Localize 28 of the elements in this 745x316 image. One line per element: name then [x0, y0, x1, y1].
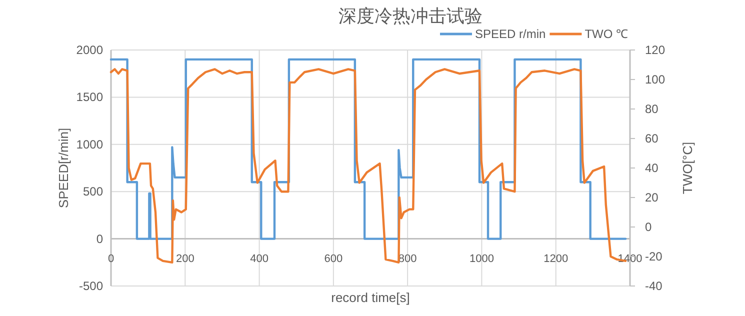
y2-tick-label: 0: [645, 220, 652, 234]
x-tick-label: 200: [176, 252, 194, 265]
y2-tick-label: 40: [645, 161, 659, 175]
y2-tick-label: 100: [645, 72, 666, 86]
y-tick-label: 500: [82, 184, 104, 199]
legend-label: SPEED r/min: [475, 27, 546, 41]
legend-label: TWO ℃: [584, 27, 628, 41]
y2-tick-label: 60: [645, 132, 659, 146]
x-tick-label: 600: [324, 252, 343, 265]
y2-axis-title: TWO[°C]: [680, 142, 695, 194]
line-series: [110, 58, 627, 240]
y-tick-label: 0: [96, 232, 104, 246]
y2-tick-label: 20: [645, 190, 659, 204]
y2-tick-label: 120: [645, 43, 666, 57]
y-tick-label: -500: [78, 279, 104, 293]
y2-tick-label: -20: [645, 250, 663, 264]
y2-tick-label: 80: [645, 102, 659, 116]
y-tick-label: 1500: [76, 90, 104, 104]
x-tick-label: 1000: [469, 252, 494, 265]
x-tick-label: 400: [250, 252, 268, 265]
y-axis-title: SPEED[r/min]: [56, 128, 71, 208]
y2-tick-label: -40: [645, 279, 663, 293]
x-tick-label: 0: [108, 252, 114, 265]
y-tick-label: 1000: [76, 137, 104, 152]
y-tick-label: 2000: [76, 43, 104, 57]
x-axis-title: record time[s]: [331, 290, 410, 305]
chart-title: 深度冷热冲击试验: [338, 6, 482, 26]
x-tick-label: 1200: [544, 252, 568, 265]
